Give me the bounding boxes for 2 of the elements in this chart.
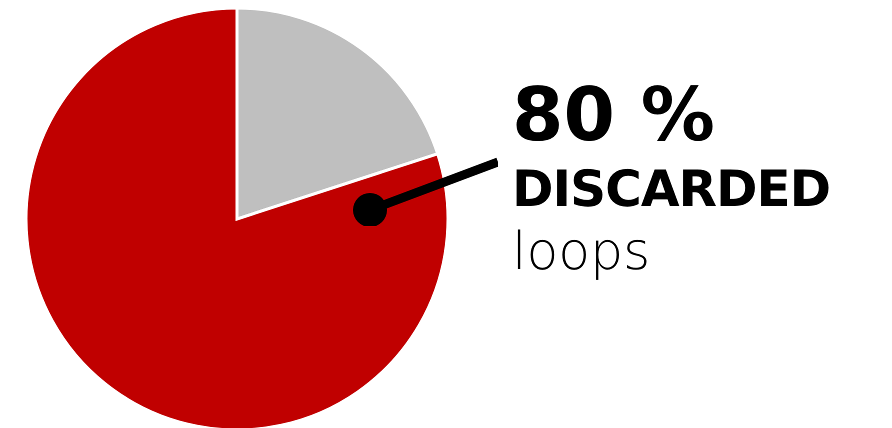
data-label: 80 % (512, 72, 716, 158)
slice-label: DISCARDED loops (512, 160, 830, 282)
